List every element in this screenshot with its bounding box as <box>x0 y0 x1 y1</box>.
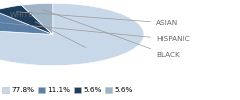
Text: HISPANIC: HISPANIC <box>0 22 190 42</box>
Text: WHITE: WHITE <box>10 12 86 47</box>
Legend: 77.8%, 11.1%, 5.6%, 5.6%: 77.8%, 11.1%, 5.6%, 5.6% <box>0 84 136 96</box>
Text: BLACK: BLACK <box>42 9 180 58</box>
Wedge shape <box>0 3 144 66</box>
Text: ASIAN: ASIAN <box>17 12 178 26</box>
Wedge shape <box>0 11 53 34</box>
Wedge shape <box>0 5 53 34</box>
Wedge shape <box>21 3 53 34</box>
